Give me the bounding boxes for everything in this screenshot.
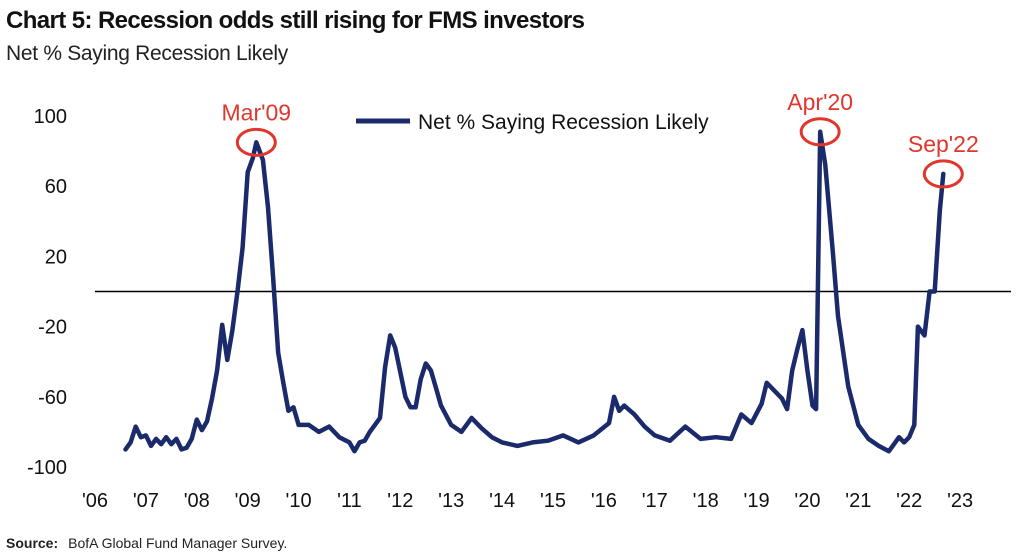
x-tick-label: '11: [337, 490, 362, 512]
y-tick-label: -100: [27, 457, 67, 479]
x-tick-label: '06: [82, 490, 108, 512]
x-tick-label: '21: [845, 490, 871, 512]
x-tick-label: '17: [642, 490, 668, 512]
y-tick-label: 100: [34, 106, 67, 128]
annotation-circle: [799, 117, 841, 147]
x-tick-label: '10: [286, 490, 312, 512]
legend-label: Net % Saying Recession Likely: [418, 111, 709, 134]
x-tick-label: '13: [438, 490, 464, 512]
x-axis-ticks: '06 '07 '08 '09 '10 '11 '12 '13 '14 '15 '16 '17 '18 '…: [82, 490, 973, 512]
annotation-label: Mar'09: [222, 99, 292, 125]
legend: Net % Saying Recession Likely: [356, 111, 709, 134]
y-tick-label: 60: [45, 176, 67, 198]
source-label: Source:: [6, 535, 59, 551]
x-tick-label: '18: [693, 490, 719, 512]
annotation-label: Sep'22: [908, 131, 979, 157]
annotation-circle: [235, 127, 277, 157]
x-tick-label: '09: [235, 490, 261, 512]
y-tick-label: -60: [38, 387, 67, 409]
x-tick-label: '23: [947, 490, 973, 512]
y-tick-label: -20: [38, 317, 67, 339]
x-tick-label: '19: [744, 490, 770, 512]
y-axis-ticks: 100 60 20 -20 -60 -100: [27, 106, 67, 479]
annotation-circle: [922, 159, 964, 189]
x-tick-label: '22: [896, 490, 922, 512]
source-text: BofA Global Fund Manager Survey.: [68, 535, 288, 551]
x-tick-label: '07: [133, 490, 159, 512]
annotations: Mar'09 Apr'20 Sep'22: [222, 89, 979, 189]
x-tick-label: '14: [489, 490, 515, 512]
x-tick-label: '12: [387, 490, 413, 512]
y-tick-label: 20: [45, 246, 67, 268]
x-tick-label: '15: [540, 490, 566, 512]
annotation-label: Apr'20: [787, 89, 853, 115]
x-tick-label: '16: [591, 490, 617, 512]
chart-subtitle: Net % Saying Recession Likely: [6, 42, 288, 65]
series-line-net-recession-likely: [123, 129, 946, 454]
x-tick-label: '20: [794, 490, 820, 512]
source-note: Source: BofA Global Fund Manager Survey.: [6, 535, 287, 551]
chart-title: Chart 5: Recession odds still rising for…: [6, 7, 585, 34]
x-tick-label: '08: [184, 490, 210, 512]
